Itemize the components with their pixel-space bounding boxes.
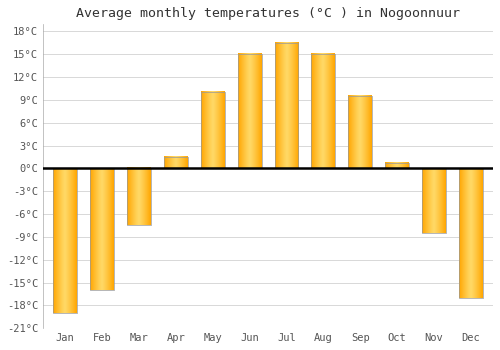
Title: Average monthly temperatures (°C ) in Nogoonnuur: Average monthly temperatures (°C ) in No…	[76, 7, 460, 20]
Bar	[90, 168, 114, 290]
Bar	[127, 168, 151, 225]
Bar	[422, 168, 446, 233]
Bar	[385, 163, 409, 168]
Bar	[200, 92, 224, 168]
Bar	[238, 54, 262, 168]
Bar	[274, 43, 298, 168]
Bar	[459, 168, 483, 298]
Bar	[164, 157, 188, 168]
Bar	[312, 54, 336, 168]
Bar	[53, 168, 77, 313]
Bar	[348, 96, 372, 168]
